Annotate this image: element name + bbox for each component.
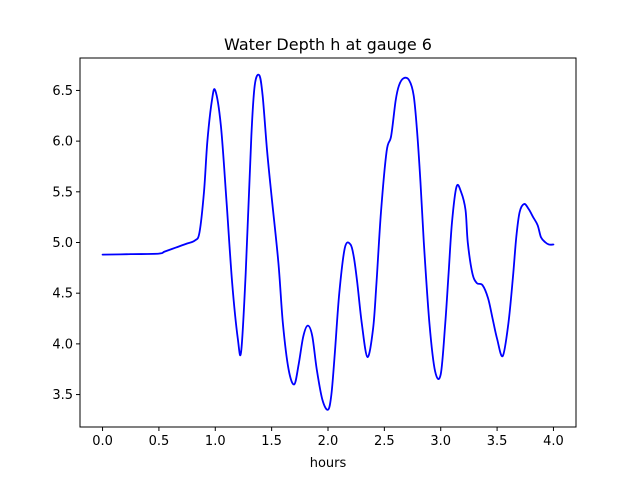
x-tick-label: 2.5 [374,434,395,449]
x-tick-label: 1.0 [205,434,226,449]
x-tick-label: 2.0 [318,434,339,449]
series-line-water-depth [101,73,555,411]
x-tick-label: 0.0 [92,434,113,449]
y-tick-label: 5.5 [52,185,73,200]
x-tick-label: 3.5 [487,434,508,449]
y-axis-ticks: 3.5 4.0 4.5 5.0 5.5 6.0 6.5 [52,84,80,403]
x-tick-label: 3.0 [430,434,451,449]
x-tick-label: 4.0 [543,434,564,449]
x-axis-label: hours [310,456,347,471]
y-tick-label: 6.0 [52,135,73,150]
y-tick-label: 4.5 [52,287,73,302]
x-axis-ticks: 0.0 0.5 1.0 1.5 2.0 2.5 3.0 3.5 4.0 [92,427,564,449]
y-tick-label: 6.5 [52,84,73,99]
chart-title: Water Depth h at gauge 6 [224,35,432,54]
y-tick-label: 4.0 [52,337,73,352]
x-tick-label: 0.5 [149,434,170,449]
plot-frame [79,57,577,428]
plot-series [101,73,555,411]
y-tick-label: 3.5 [52,388,73,403]
x-tick-label: 1.5 [261,434,282,449]
y-tick-label: 5.0 [52,236,73,251]
